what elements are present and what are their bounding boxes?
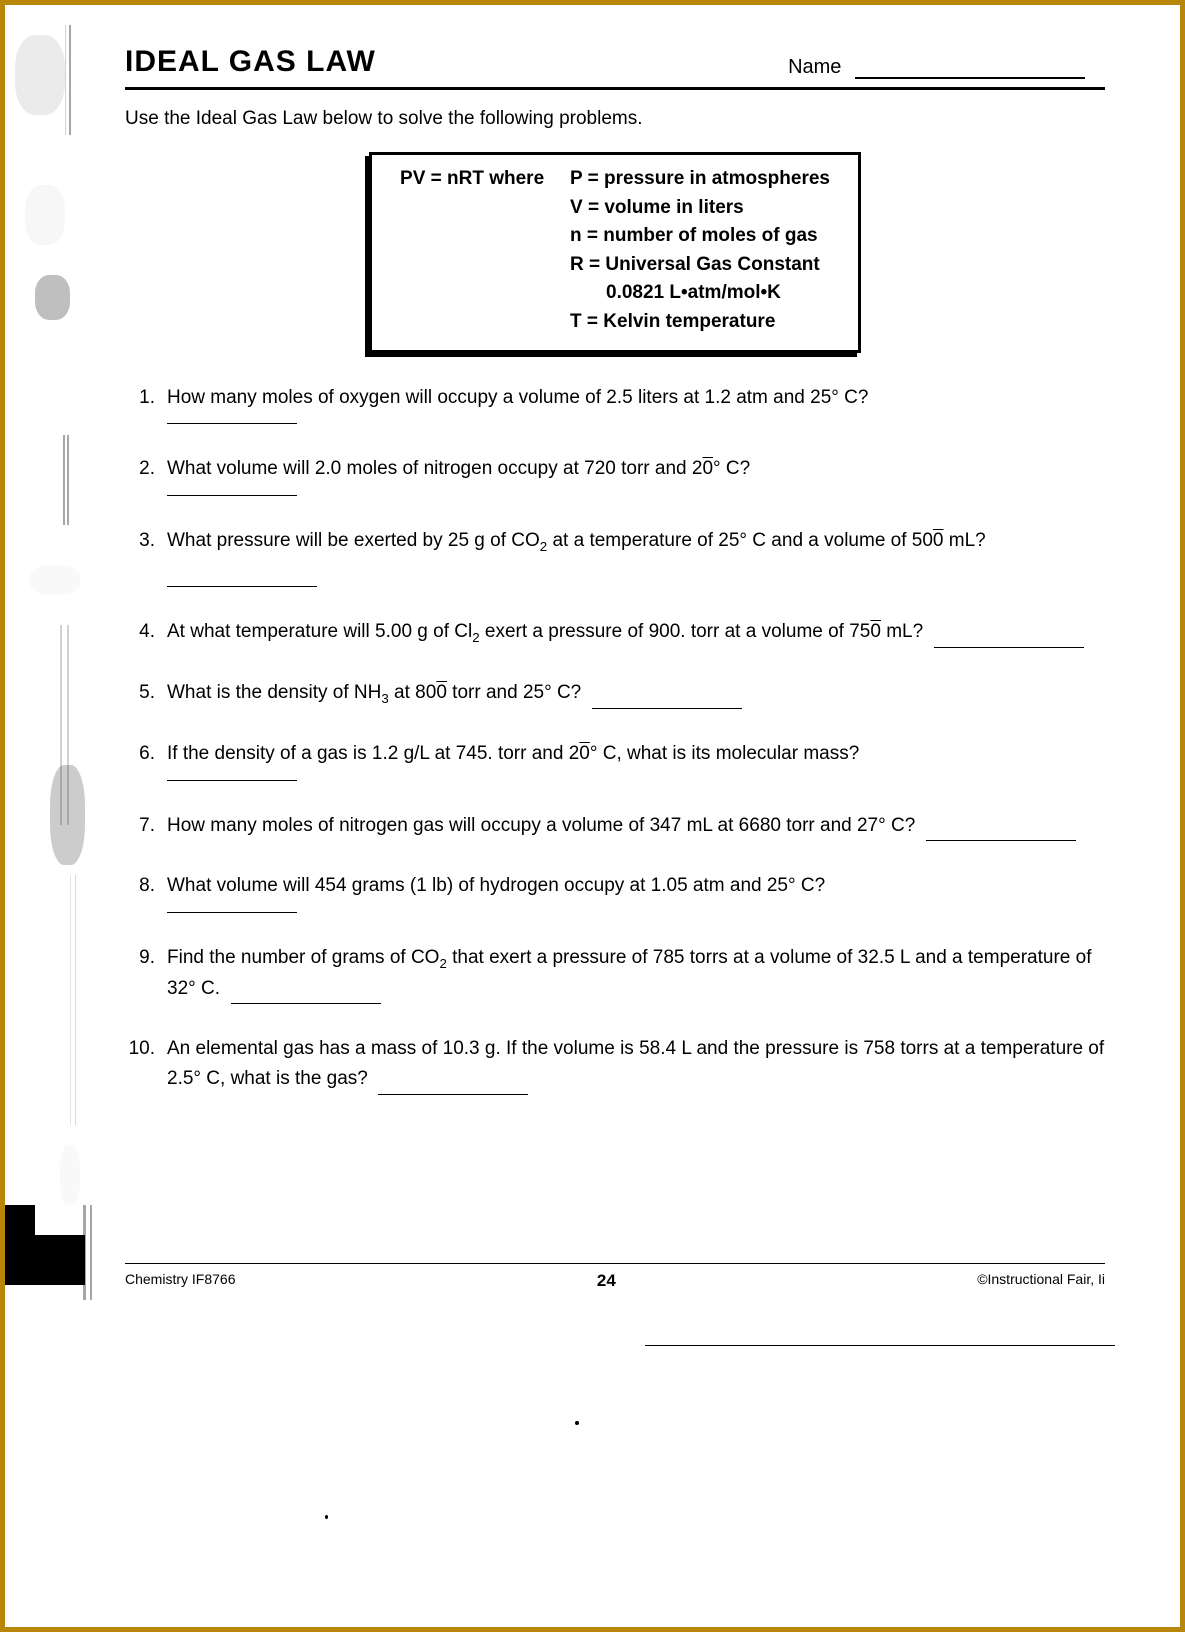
answer-blank[interactable] bbox=[167, 495, 297, 496]
problem-item: 6.If the density of a gas is 1.2 g/L at … bbox=[125, 739, 1105, 780]
answer-blank[interactable] bbox=[592, 708, 742, 709]
formula-definition-text: R = Universal Gas Constant bbox=[570, 251, 820, 280]
problem-number: 5. bbox=[125, 678, 167, 709]
answer-blank[interactable] bbox=[934, 647, 1084, 648]
answer-blank[interactable] bbox=[167, 912, 297, 913]
scan-artifact-margin bbox=[5, 5, 105, 1627]
answer-blank[interactable] bbox=[167, 423, 297, 424]
formula-definition-text: P = pressure in atmospheres bbox=[570, 165, 830, 194]
problem-text: How many moles of nitrogen gas will occu… bbox=[167, 811, 1105, 841]
problem-number: 1. bbox=[125, 383, 167, 424]
problems-list: 1.How many moles of oxygen will occupy a… bbox=[125, 383, 1105, 1095]
problem-text: At what temperature will 5.00 g of Cl2 e… bbox=[167, 617, 1105, 648]
formula-equation-cell bbox=[400, 251, 570, 280]
formula-equation-cell bbox=[400, 279, 570, 308]
problem-item: 2.What volume will 2.0 moles of nitrogen… bbox=[125, 454, 1105, 495]
stray-scan-line bbox=[645, 1345, 1115, 1346]
answer-blank[interactable] bbox=[926, 840, 1076, 841]
title-underline bbox=[125, 87, 1105, 90]
formula-definition-text: V = volume in liters bbox=[570, 194, 744, 223]
scan-speck bbox=[575, 1421, 579, 1425]
formula-definition-text: 0.0821 L•atm/mol•K bbox=[570, 279, 781, 308]
formula-definition-text: T = Kelvin temperature bbox=[570, 308, 775, 337]
problem-number: 3. bbox=[125, 526, 167, 587]
footer-rule bbox=[125, 1263, 1105, 1264]
formula-equation-cell bbox=[400, 308, 570, 337]
formula-definition: R = Universal Gas Constant bbox=[400, 251, 830, 280]
page-title: IDEAL GAS LAW bbox=[125, 45, 376, 79]
page-footer: Chemistry IF8766 24 ©Instructional Fair,… bbox=[125, 1271, 1105, 1291]
problem-item: 10.An elemental gas has a mass of 10.3 g… bbox=[125, 1034, 1105, 1095]
answer-blank[interactable] bbox=[231, 1003, 381, 1004]
footer-left: Chemistry IF8766 bbox=[125, 1271, 235, 1291]
problem-number: 8. bbox=[125, 871, 167, 912]
problem-number: 6. bbox=[125, 739, 167, 780]
problem-number: 9. bbox=[125, 943, 167, 1004]
formula-box: PV = nRT whereP = pressure in atmosphere… bbox=[369, 152, 861, 353]
problem-item: 1.How many moles of oxygen will occupy a… bbox=[125, 383, 1105, 424]
problem-number: 2. bbox=[125, 454, 167, 495]
problem-item: 5.What is the density of NH3 at 800 torr… bbox=[125, 678, 1105, 709]
problem-text: How many moles of oxygen will occupy a v… bbox=[167, 383, 1105, 424]
problem-text: Find the number of grams of CO2 that exe… bbox=[167, 943, 1105, 1004]
formula-definition: V = volume in liters bbox=[400, 194, 830, 223]
formula-definition: n = number of moles of gas bbox=[400, 222, 830, 251]
formula-definition: 0.0821 L•atm/mol•K bbox=[400, 279, 830, 308]
footer-page-number: 24 bbox=[597, 1271, 616, 1291]
formula-definition-text: n = number of moles of gas bbox=[570, 222, 818, 251]
problem-item: 4.At what temperature will 5.00 g of Cl2… bbox=[125, 617, 1105, 648]
instructions-text: Use the Ideal Gas Law below to solve the… bbox=[125, 108, 1105, 130]
worksheet-page: IDEAL GAS LAW Name Use the Ideal Gas Law… bbox=[125, 45, 1105, 1245]
problem-item: 8.What volume will 454 grams (1 lb) of h… bbox=[125, 871, 1105, 912]
problem-number: 10. bbox=[125, 1034, 167, 1095]
formula-equation-cell bbox=[400, 222, 570, 251]
answer-blank[interactable] bbox=[378, 1094, 528, 1095]
name-field: Name bbox=[788, 56, 1085, 79]
scan-speck bbox=[325, 1515, 328, 1519]
problem-text: What is the density of NH3 at 800 torr a… bbox=[167, 678, 1105, 709]
formula-definition: PV = nRT whereP = pressure in atmosphere… bbox=[400, 165, 830, 194]
problem-item: 3.What pressure will be exerted by 25 g … bbox=[125, 526, 1105, 587]
problem-item: 7.How many moles of nitrogen gas will oc… bbox=[125, 811, 1105, 841]
name-blank-line[interactable] bbox=[855, 77, 1085, 79]
problem-item: 9.Find the number of grams of CO2 that e… bbox=[125, 943, 1105, 1004]
name-label-text: Name bbox=[788, 56, 841, 78]
answer-blank[interactable] bbox=[167, 586, 317, 587]
problem-text: What volume will 454 grams (1 lb) of hyd… bbox=[167, 871, 1105, 912]
problem-number: 4. bbox=[125, 617, 167, 648]
formula-definition: T = Kelvin temperature bbox=[400, 308, 830, 337]
formula-equation-cell bbox=[400, 194, 570, 223]
answer-blank[interactable] bbox=[167, 780, 297, 781]
problem-text: What volume will 2.0 moles of nitrogen o… bbox=[167, 454, 1105, 495]
problem-text: If the density of a gas is 1.2 g/L at 74… bbox=[167, 739, 1105, 780]
problem-text: An elemental gas has a mass of 10.3 g. I… bbox=[167, 1034, 1105, 1095]
problem-number: 7. bbox=[125, 811, 167, 841]
footer-right: ©Instructional Fair, Ii bbox=[977, 1271, 1105, 1291]
formula-equation-cell: PV = nRT where bbox=[400, 165, 570, 194]
problem-text: What pressure will be exerted by 25 g of… bbox=[167, 526, 1105, 587]
